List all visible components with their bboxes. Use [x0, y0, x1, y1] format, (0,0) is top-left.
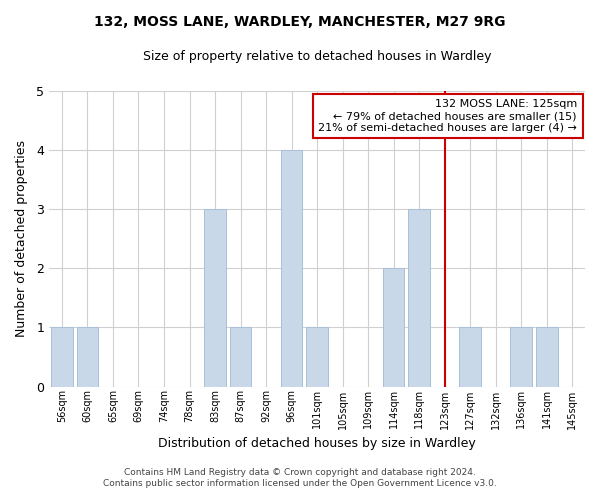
Bar: [536, 328, 557, 386]
Bar: [306, 328, 328, 386]
Text: 132 MOSS LANE: 125sqm
← 79% of detached houses are smaller (15)
21% of semi-deta: 132 MOSS LANE: 125sqm ← 79% of detached …: [318, 100, 577, 132]
Bar: [204, 209, 226, 386]
Bar: [460, 328, 481, 386]
Title: Size of property relative to detached houses in Wardley: Size of property relative to detached ho…: [143, 50, 491, 63]
Text: 132, MOSS LANE, WARDLEY, MANCHESTER, M27 9RG: 132, MOSS LANE, WARDLEY, MANCHESTER, M27…: [94, 15, 506, 29]
Text: Contains HM Land Registry data © Crown copyright and database right 2024.
Contai: Contains HM Land Registry data © Crown c…: [103, 468, 497, 487]
X-axis label: Distribution of detached houses by size in Wardley: Distribution of detached houses by size …: [158, 437, 476, 450]
Bar: [77, 328, 98, 386]
Bar: [383, 268, 404, 386]
Bar: [409, 209, 430, 386]
Bar: [230, 328, 251, 386]
Y-axis label: Number of detached properties: Number of detached properties: [15, 140, 28, 337]
Bar: [511, 328, 532, 386]
Bar: [51, 328, 73, 386]
Bar: [281, 150, 302, 386]
